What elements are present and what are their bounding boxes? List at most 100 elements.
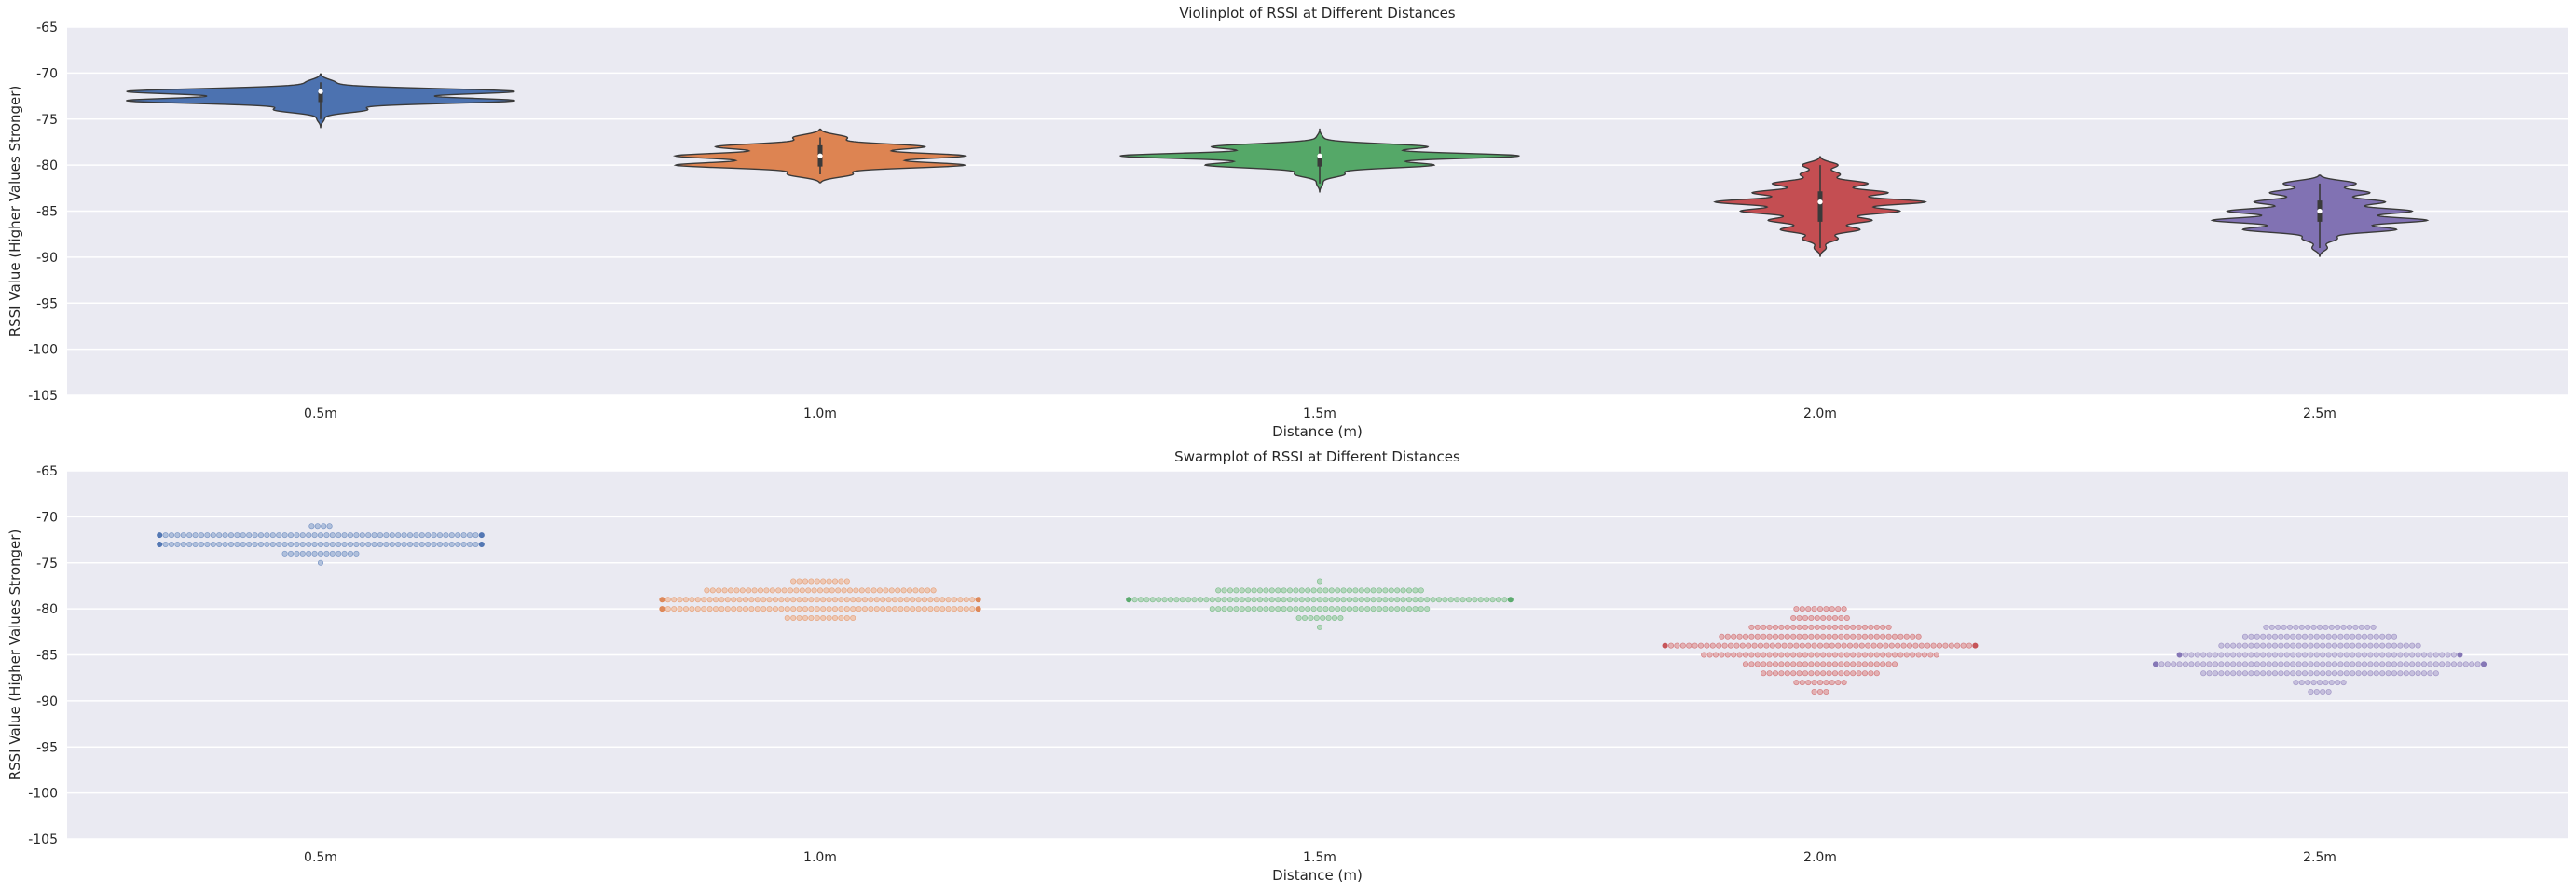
swarm-point: [2373, 652, 2379, 658]
swarm-point: [2236, 661, 2242, 667]
swarm-point: [1239, 597, 1245, 603]
swarm-point: [790, 597, 797, 603]
y-tick-label: -65: [36, 464, 58, 479]
swarm-point: [2367, 652, 2374, 658]
swarm-point: [326, 523, 333, 530]
swarm-point: [2320, 670, 2326, 677]
swarm-point: [1850, 633, 1857, 640]
swarm-gridlines: [67, 470, 2568, 840]
swarm-point: [885, 606, 892, 612]
swarm-point: [1364, 597, 1371, 603]
swarm-point: [1221, 606, 1227, 612]
swarm-point: [742, 597, 749, 603]
swarm-point: [1835, 680, 1842, 686]
swarm-point: [799, 587, 805, 594]
swarm-point: [371, 541, 377, 548]
swarm-point: [891, 597, 898, 603]
swarm-point: [793, 587, 800, 594]
swarm-point: [2379, 661, 2386, 667]
swarm-point: [2236, 670, 2242, 677]
swarm-point: [933, 606, 939, 612]
swarm-point: [2397, 652, 2404, 658]
violin-chart-title: Violinplot of RSSI at Different Distance…: [1179, 5, 1455, 21]
swarm-point: [1310, 606, 1317, 612]
swarm-y-axis-label: RSSI Value (Higher Values Stronger): [7, 530, 23, 781]
swarm-point: [329, 532, 336, 539]
swarm-point: [2241, 661, 2249, 667]
swarm-point: [2415, 670, 2421, 677]
swarm-point: [2337, 652, 2344, 658]
swarm-point: [174, 541, 181, 548]
swarm-point: [1880, 624, 1886, 630]
swarm-point: [709, 587, 716, 594]
swarm-point: [2206, 661, 2213, 667]
swarm-point: [2236, 652, 2242, 658]
swarm-point: [2230, 661, 2237, 667]
swarm-point: [1793, 642, 1800, 649]
swarm-point: [2266, 642, 2272, 649]
x-tick-label: 1.5m: [1303, 406, 1336, 421]
swarm-point: [2370, 624, 2377, 630]
swarm-point: [719, 606, 725, 612]
swarm-point: [431, 532, 437, 539]
swarm-point: [234, 541, 240, 548]
swarm-point: [252, 541, 258, 548]
swarm-point: [2450, 652, 2458, 658]
swarm-point: [733, 587, 740, 594]
swarm-point: [2462, 661, 2469, 667]
swarm-point: [1784, 624, 1790, 630]
swarm-point: [269, 532, 276, 539]
swarm-point: [1761, 624, 1767, 630]
swarm-point: [1400, 606, 1406, 612]
swarm-point: [1960, 642, 1966, 649]
swarm-point: [856, 597, 862, 603]
swarm-point: [336, 550, 342, 557]
swarm-point: [1388, 597, 1394, 603]
swarm-point: [1239, 587, 1245, 594]
swarm-point: [1826, 624, 1832, 630]
swarm-point: [2335, 680, 2341, 686]
swarm-point: [1751, 642, 1758, 649]
swarm-point: [2350, 642, 2356, 649]
swarm-point: [1831, 652, 1839, 658]
swarm-point: [1137, 597, 1144, 603]
swarm-point: [1802, 624, 1809, 630]
swarm-point: [2415, 642, 2421, 649]
swarm-point: [329, 550, 336, 557]
swarm-point: [808, 614, 815, 622]
swarm-point: [1263, 597, 1269, 603]
swarm-point: [1376, 597, 1383, 603]
swarm-point: [294, 550, 300, 557]
swarm-point: [1790, 633, 1797, 640]
swarm-point: [1826, 661, 1832, 667]
swarm-point: [2391, 652, 2398, 658]
swarm-point: [2403, 661, 2409, 667]
swarm-point: [957, 597, 964, 603]
swarm-point: [2310, 624, 2317, 630]
swarm-point: [2427, 661, 2433, 667]
swarm-point: [281, 532, 288, 539]
swarm-point: [1814, 670, 1820, 677]
swarm-point: [2305, 680, 2311, 686]
swarm-chart-title: Swarmplot of RSSI at Different Distances: [1174, 448, 1460, 465]
swarm-point: [425, 541, 432, 548]
swarm-point: [1179, 597, 1185, 603]
swarm-point: [1731, 633, 1737, 640]
swarm-point: [814, 606, 820, 612]
swarm-point: [413, 541, 419, 548]
swarm-point: [682, 606, 690, 612]
swarm-point: [2158, 661, 2165, 667]
x-tick-label: 1.0m: [803, 850, 837, 865]
swarm-point: [323, 532, 330, 539]
swarm-point: [1268, 597, 1275, 603]
swarm-point: [365, 532, 372, 539]
swarm-point: [1838, 614, 1844, 622]
swarm-point: [2266, 670, 2272, 677]
swarm-point: [1942, 642, 1949, 649]
y-tick-label: -90: [36, 695, 58, 709]
swarm-point: [168, 532, 175, 539]
swarm-point: [2254, 652, 2260, 658]
swarm-point: [1761, 633, 1767, 640]
swarm-point: [1790, 614, 1797, 622]
y-tick-label: -65: [36, 21, 58, 35]
